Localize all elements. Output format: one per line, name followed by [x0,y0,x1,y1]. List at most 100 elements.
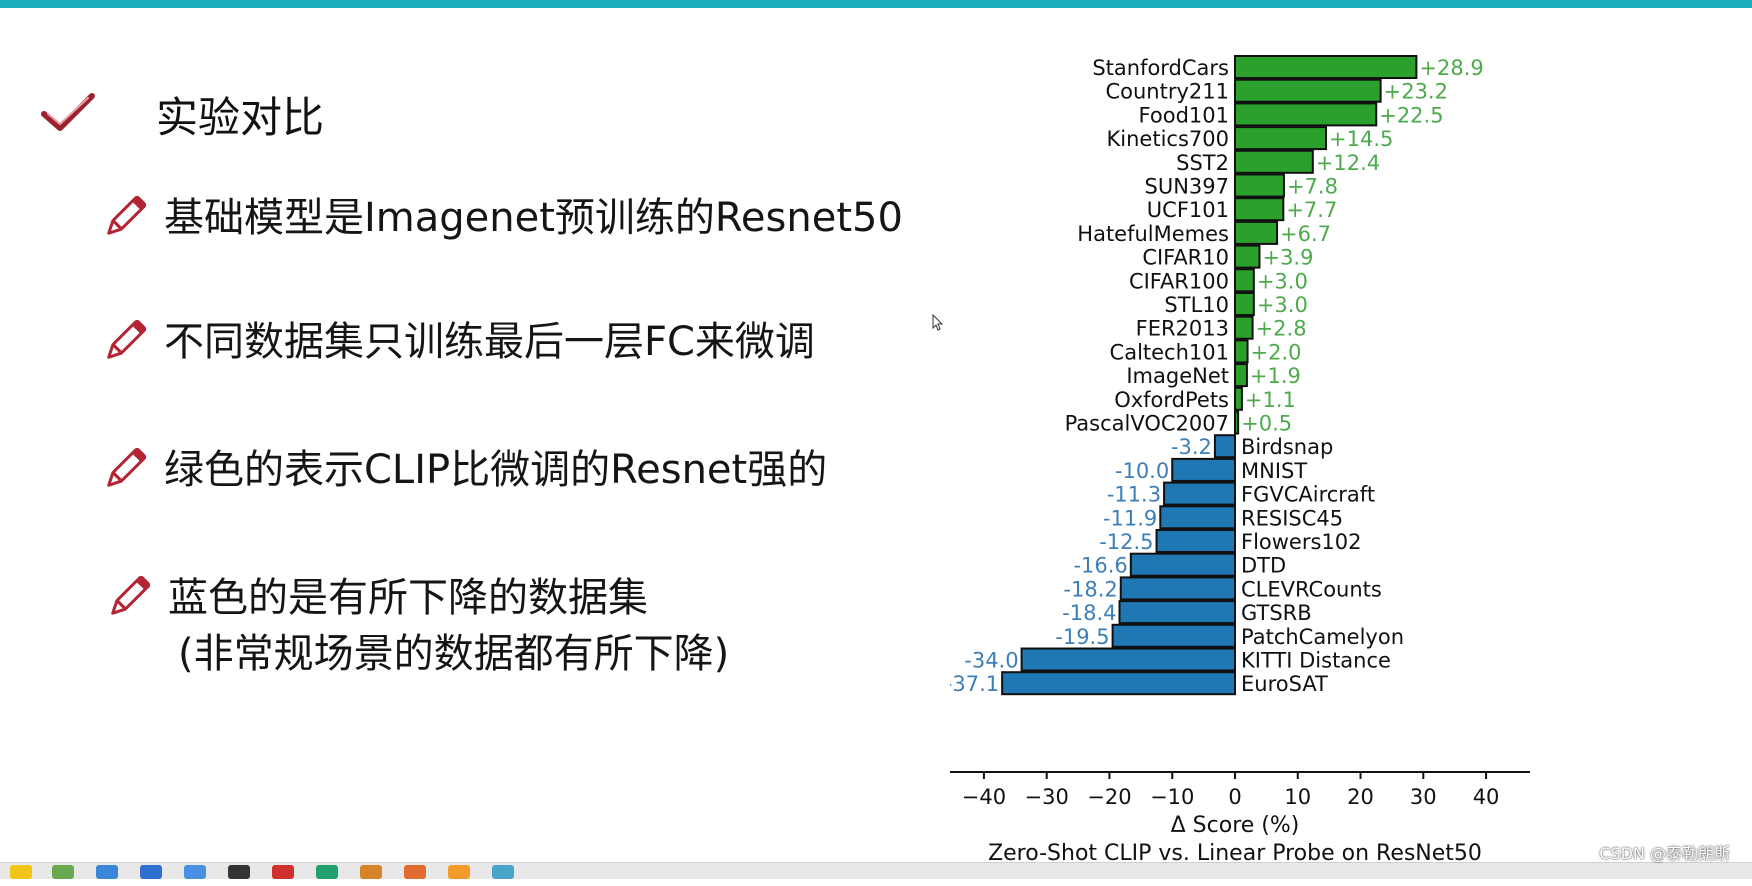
slide-heading: 实验对比 [40,84,324,144]
value-label: +14.5 [1329,127,1393,151]
value-label: +7.7 [1286,198,1337,222]
chart-bar [1234,126,1328,151]
value-label: +23.2 [1384,80,1448,104]
chart-bar [1020,647,1236,672]
value-label: +7.8 [1287,175,1338,199]
category-label: Caltech101 [1110,340,1229,364]
value-label: +6.7 [1280,222,1331,246]
pencil-icon [111,575,151,615]
category-label: GTSRB [1241,601,1312,625]
app-icon[interactable] [140,865,162,879]
category-label: SUN397 [1145,175,1230,199]
chart-bar [1234,292,1255,316]
x-tick-label: 10 [1284,785,1311,809]
category-label: UCF101 [1147,198,1229,222]
category-label: OxfordPets [1114,388,1229,412]
chart-bar [1171,457,1236,482]
chart-bar [1234,220,1279,245]
value-label: +3.9 [1262,246,1313,270]
app-icon[interactable] [52,865,74,879]
value-label: +2.0 [1251,340,1302,364]
chart-bar [1234,410,1240,435]
value-label: -3.2 [1171,435,1212,459]
top-accent-bar [0,0,1752,8]
chart-bar [1155,529,1236,553]
bullet-item: 绿色的表示CLIP比微调的Resnet强的 [100,442,827,498]
bullet-text: 不同数据集只训练最后一层FC来微调 [164,319,815,365]
category-label: Food101 [1139,103,1229,127]
app-icon[interactable] [228,865,250,879]
category-label: PascalVOC2007 [1065,412,1229,436]
value-label: -11.9 [1103,506,1157,530]
category-label: CIFAR100 [1129,269,1229,293]
category-label: SST2 [1176,151,1229,175]
chart-bar [1129,552,1237,577]
slide: 实验对比 基础模型是Imagenet预训练的Resnet50 不同数据集只训练最… [0,8,1752,866]
category-label: FER2013 [1136,317,1229,341]
value-label: -34.0 [964,649,1018,673]
chart-bar [1163,481,1236,506]
value-label: -18.4 [1062,601,1116,625]
category-label: HatefulMemes [1077,222,1229,246]
category-label: EuroSAT [1241,672,1328,696]
browser-icon[interactable] [96,865,118,879]
category-label: Birdsnap [1241,435,1333,459]
check-icon [41,93,95,131]
folder-icon[interactable] [10,865,32,879]
value-label: +0.5 [1241,412,1292,436]
category-label: MNIST [1241,459,1307,483]
bullet-text: 蓝色的是有所下降的数据集 [168,575,648,621]
category-label: FGVCAircraft [1241,483,1375,507]
x-tick-label: 0 [1228,785,1241,809]
value-label: +1.1 [1245,388,1296,412]
app-icon[interactable] [404,865,426,879]
category-label: KITTI Distance [1241,649,1391,673]
x-tick-label: −30 [1025,785,1069,809]
app-icon[interactable] [184,865,206,879]
chart-bar [1234,339,1249,364]
chart-bar [1234,197,1285,222]
chart-title: Zero-Shot CLIP vs. Linear Probe on ResNe… [988,841,1482,866]
app-icon[interactable] [492,865,514,879]
watermark: CSDN @泰勒朗斯 [1599,844,1730,863]
chart-bar [1234,78,1382,103]
value-label: +22.5 [1379,103,1443,127]
value-label: +3.0 [1257,293,1308,317]
pencil-icon [107,447,147,487]
bullet-text: 绿色的表示CLIP比微调的Resnet强的 [164,447,828,493]
bullet-subtext: (非常规场景的数据都有所下降) [178,631,730,677]
bullet-item: 基础模型是Imagenet预训练的Resnet50 [100,190,903,246]
value-label: +3.0 [1257,269,1308,293]
app-icon[interactable] [448,865,470,879]
bullet-text: 基础模型是Imagenet预训练的Resnet50 [164,195,903,241]
chart-bar [1234,244,1261,269]
chart-bar [1213,434,1236,459]
chart-bar [1119,576,1236,601]
bullet-item: 蓝色的是有所下降的数据集 (非常规场景的数据都有所下降) [104,570,729,682]
app-icon[interactable] [316,865,338,879]
x-tick-label: 40 [1473,785,1500,809]
category-label: ImageNet [1126,364,1229,388]
chart-bar [1234,363,1248,388]
chart-bar [1159,505,1237,530]
bullet-item: 不同数据集只训练最后一层FC来微调 [100,314,815,370]
value-label: +12.4 [1316,151,1380,175]
value-label: -10.0 [1115,459,1169,483]
chart-bar [1234,102,1378,127]
chart-bar [1234,173,1285,198]
x-axis-label: Δ Score (%) [1171,813,1300,838]
app-icon[interactable] [360,865,382,879]
x-tick-label: −20 [1087,785,1131,809]
chart-bar [1234,386,1243,411]
category-label: CIFAR10 [1142,246,1229,270]
category-label: DTD [1241,554,1286,578]
pencil-icon [107,319,147,359]
value-label: +28.9 [1419,56,1483,80]
app-icon[interactable] [272,865,294,879]
value-label: -18.2 [1063,577,1117,601]
category-label: Country211 [1105,80,1229,104]
value-label: -19.5 [1055,625,1109,649]
chart-bar [1234,268,1255,293]
x-tick-label: 30 [1410,785,1437,809]
chart-bar [1234,55,1418,79]
